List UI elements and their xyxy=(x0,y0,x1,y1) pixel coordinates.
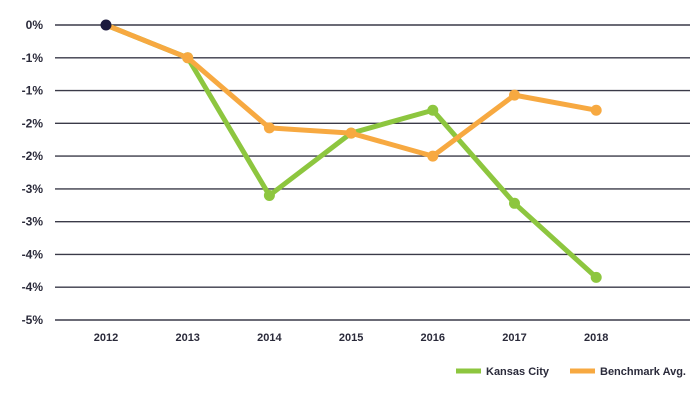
y-tick-label: -1% xyxy=(22,84,44,98)
y-tick-label: -4% xyxy=(22,247,44,261)
x-tick-label: 2012 xyxy=(94,332,118,344)
x-axis-ticks: 2012 2013 2014 2015 2016 2017 2018 xyxy=(94,332,609,344)
x-tick-label: 2014 xyxy=(257,332,282,344)
data-point-benchmark-avg xyxy=(182,52,194,64)
gridlines xyxy=(55,24,690,321)
x-tick-label: 2018 xyxy=(584,332,608,344)
y-tick-label: -3% xyxy=(22,215,44,229)
data-point-benchmark-avg xyxy=(263,122,275,134)
data-point-benchmark-avg xyxy=(509,89,520,101)
legend: Kansas City Benchmark Avg. xyxy=(456,366,686,378)
data-point-kansas-city xyxy=(263,189,275,201)
y-tick-label: 0% xyxy=(26,18,44,32)
y-tick-label: -1% xyxy=(22,51,44,65)
y-tick-label: -4% xyxy=(22,280,44,294)
start-data-point xyxy=(100,19,112,31)
y-tick-label: -2% xyxy=(22,149,44,163)
x-tick-label: 2017 xyxy=(502,332,526,344)
data-point-kansas-city xyxy=(509,197,520,209)
data-point-benchmark-avg xyxy=(590,104,602,116)
data-point-kansas-city xyxy=(590,271,602,283)
legend-label: Benchmark Avg. xyxy=(600,366,686,378)
x-tick-label: 2013 xyxy=(175,332,199,344)
y-tick-label: -5% xyxy=(22,313,44,327)
data-point-benchmark-avg xyxy=(427,150,439,162)
y-tick-label: -3% xyxy=(22,182,44,196)
y-tick-label: -2% xyxy=(22,116,44,130)
data-point-benchmark-avg xyxy=(345,127,357,139)
x-tick-label: 2016 xyxy=(421,332,445,344)
data-point-kansas-city xyxy=(427,104,439,116)
series-lines xyxy=(100,19,602,283)
legend-label: Kansas City xyxy=(486,366,550,378)
series-line-kansas-city xyxy=(103,22,599,280)
x-tick-label: 2015 xyxy=(339,332,363,344)
y-axis-ticks: 0% -1% -1% -2% -2% -3% -3% -4% -4% -5% xyxy=(22,18,44,327)
